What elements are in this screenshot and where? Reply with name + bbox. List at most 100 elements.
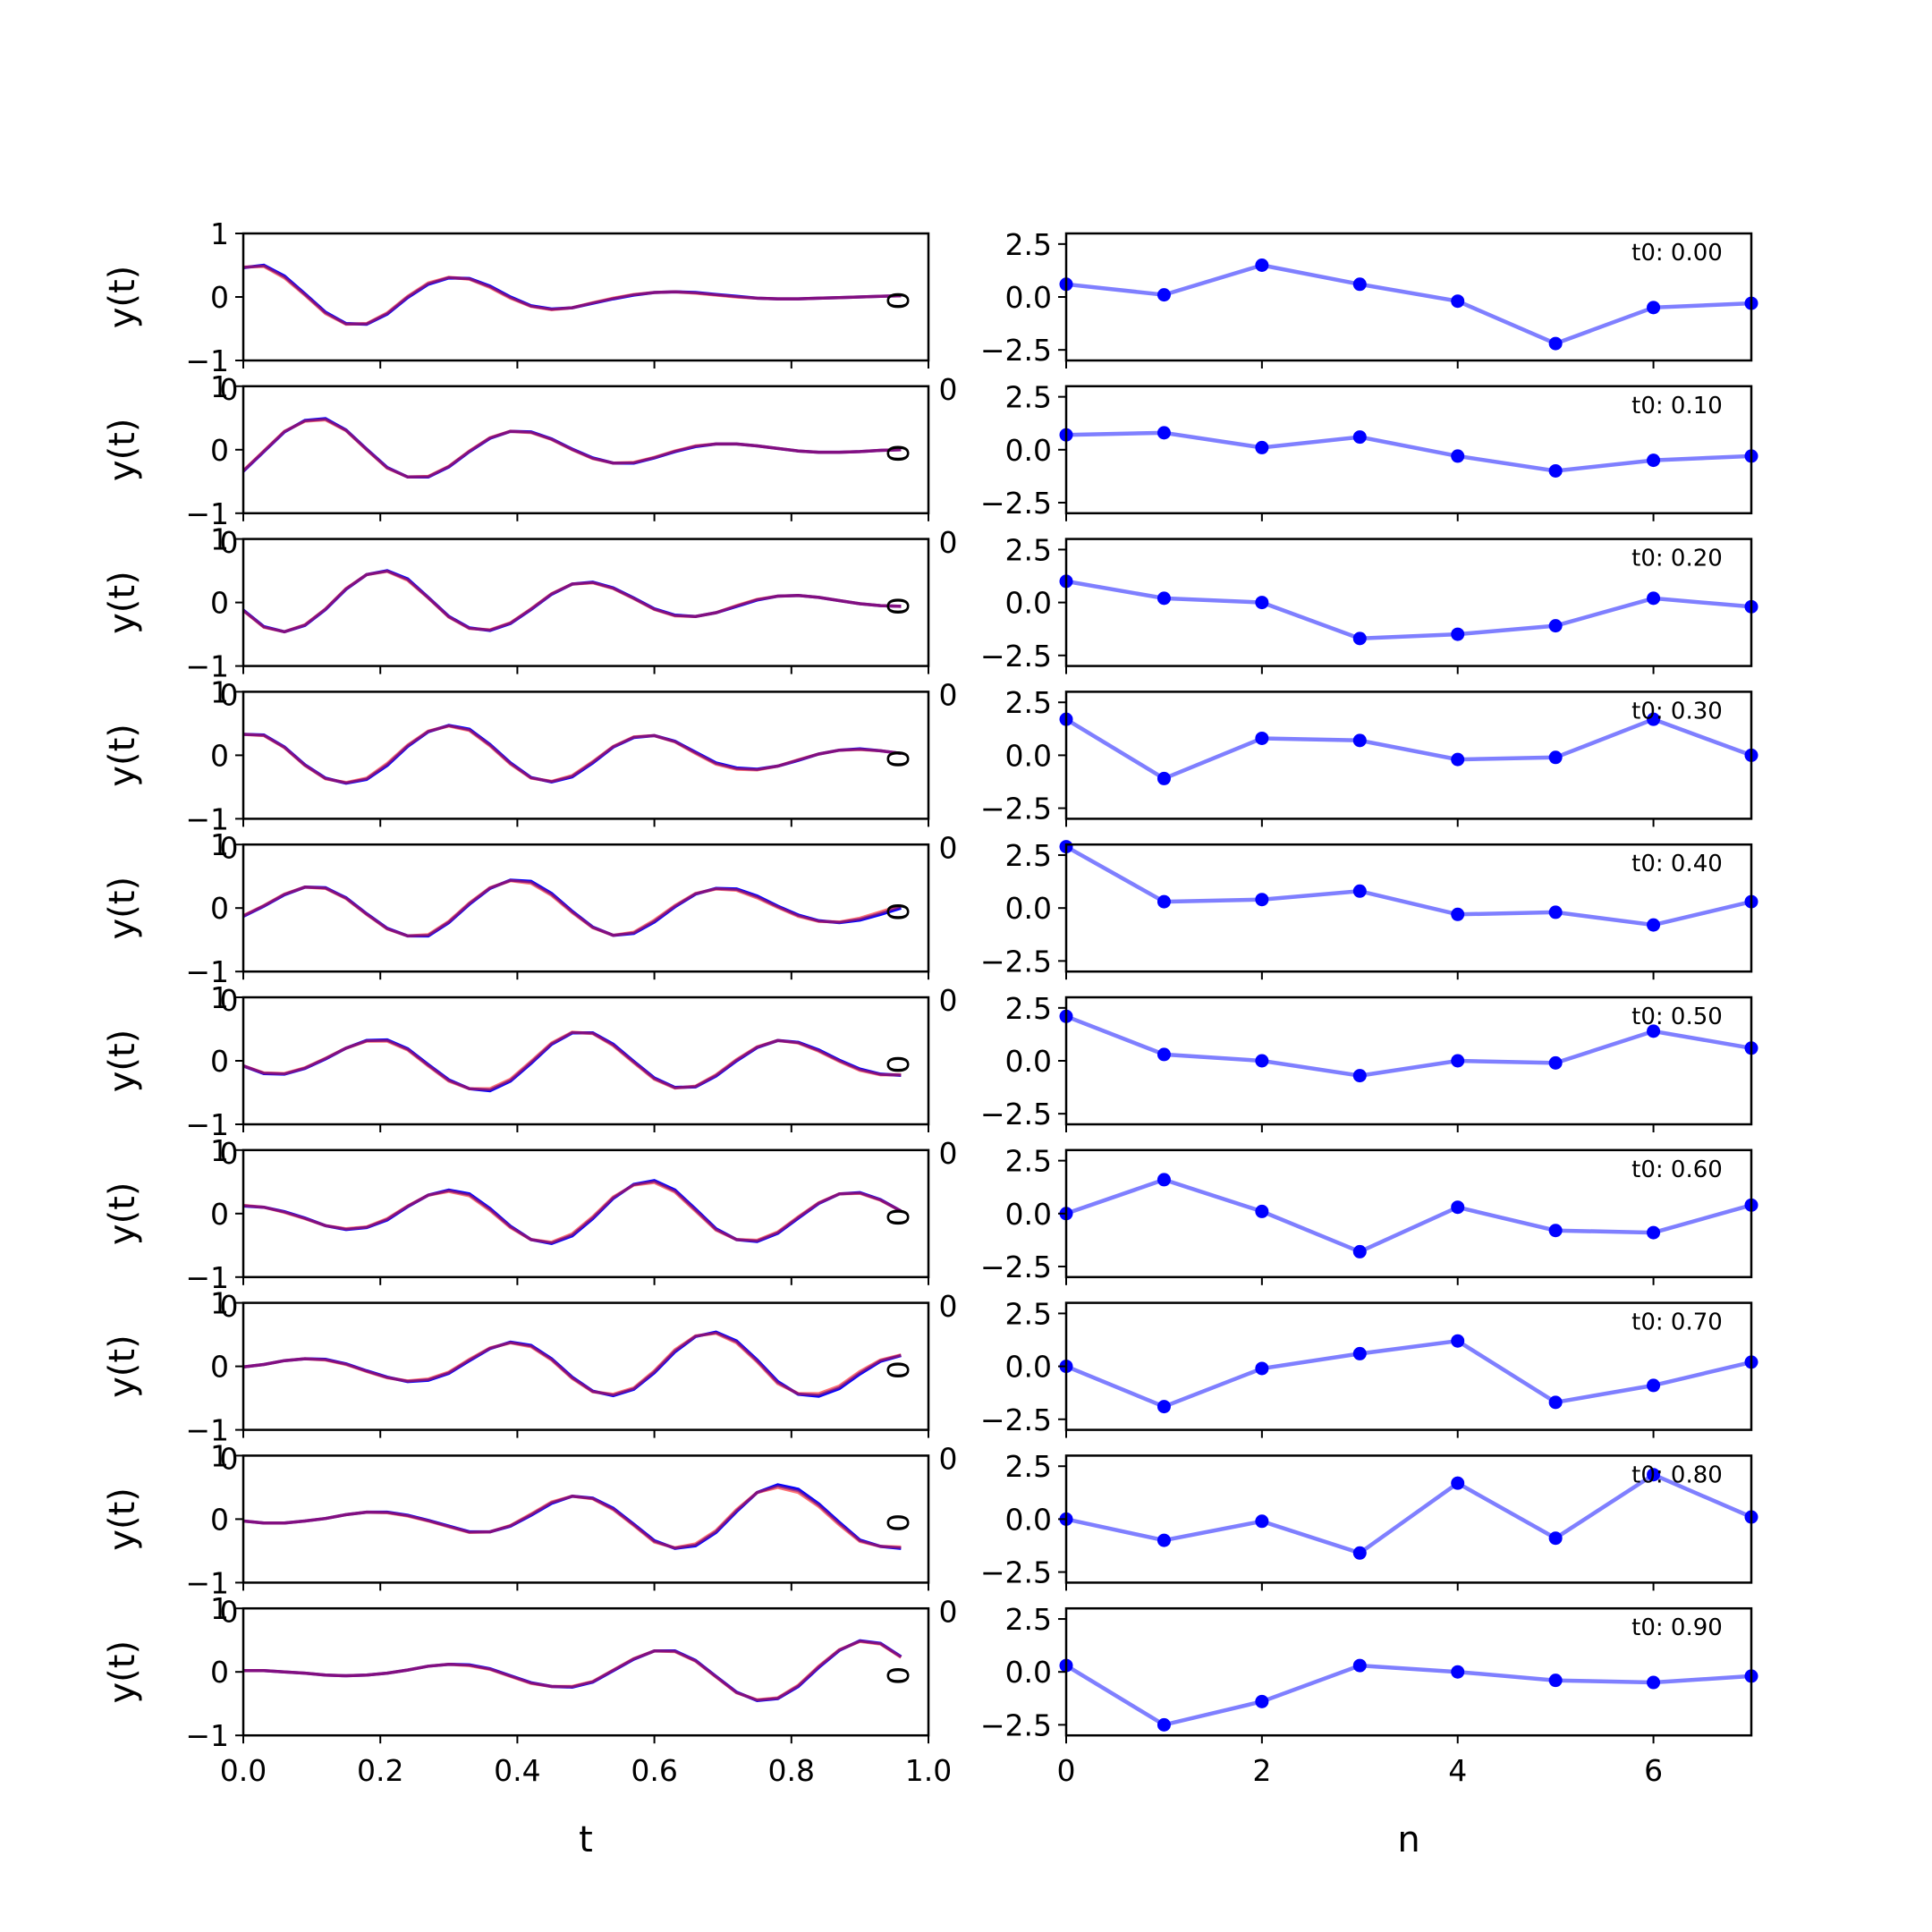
left-axes-frame <box>242 691 930 820</box>
right-panel-0 <box>1058 232 1758 369</box>
y-tick-label: −1 <box>185 1107 229 1142</box>
overlap-label: 0 <box>939 678 958 713</box>
series-a-line <box>243 263 902 326</box>
x-axis-label-right: n <box>1397 1819 1419 1860</box>
n-series-point <box>1157 426 1171 440</box>
x-tick-label: 0 <box>1057 1753 1076 1788</box>
left-axes-frame <box>242 385 930 515</box>
stray-label: 0 <box>881 1055 916 1074</box>
left-panel-9 <box>235 1606 930 1744</box>
left-panel-6 <box>235 1148 930 1285</box>
n-series-point <box>1548 750 1563 765</box>
y-tick-label: −2.5 <box>980 1402 1052 1437</box>
overlap-label: 0 <box>939 525 958 560</box>
n-series-point <box>1548 905 1563 919</box>
series-a-line <box>243 1031 902 1093</box>
overlap-label: 0 <box>939 830 958 865</box>
x-tick-label: 6 <box>1644 1753 1663 1788</box>
n-series-point <box>1157 1400 1171 1414</box>
n-series-point <box>1451 1334 1465 1348</box>
y-tick-label: 1 <box>210 674 229 709</box>
overlap-label: 0 <box>220 678 239 713</box>
y-tick-label: 0 <box>210 738 229 773</box>
y-tick-label: −2.5 <box>980 639 1052 674</box>
series-a-line <box>243 878 902 938</box>
n-series-point <box>1451 449 1465 463</box>
right-panel-2 <box>1058 538 1758 674</box>
n-series-point <box>1548 619 1563 633</box>
overlap-label: 0 <box>220 525 239 560</box>
y-tick-label: −1 <box>185 1565 229 1600</box>
left-panel-7 <box>235 1301 930 1438</box>
n-series-line <box>1065 579 1752 641</box>
n-series-line <box>1065 430 1752 473</box>
left-axes-frame <box>242 843 930 973</box>
y-tick-label: −2.5 <box>980 1097 1052 1131</box>
t0-annotation: t0: 0.30 <box>1631 698 1723 724</box>
x-tick-label: 0.6 <box>631 1753 677 1788</box>
n-series-point <box>1647 1675 1661 1690</box>
x-axis-label-left: t <box>579 1819 593 1860</box>
y-tick-label: 2.5 <box>1005 380 1052 415</box>
right-panel-3 <box>1058 691 1758 827</box>
n-series-point <box>1451 907 1465 921</box>
left-panel-4 <box>235 843 930 980</box>
t0-annotation: t0: 0.70 <box>1631 1309 1723 1336</box>
n-series-point <box>1255 731 1269 745</box>
y-axis-label: y(t) <box>102 1487 143 1551</box>
n-series-point <box>1451 1476 1465 1490</box>
y-tick-label: 0 <box>210 586 229 621</box>
left-axes-frame <box>242 1454 930 1584</box>
n-series-point <box>1451 752 1465 767</box>
y-tick-label: 0.0 <box>1005 586 1052 621</box>
series-overlap-line <box>243 878 902 937</box>
x-tick-label: 0.4 <box>494 1753 540 1788</box>
n-series-point <box>1647 301 1661 315</box>
n-series-point <box>1548 463 1563 478</box>
y-tick-label: 1 <box>210 522 229 557</box>
n-series-point <box>1157 771 1171 785</box>
series-overlap-line <box>243 1180 902 1245</box>
y-axis-label: y(t) <box>102 724 143 787</box>
stray-label: 0 <box>881 444 916 462</box>
right-panel-8 <box>1058 1454 1758 1591</box>
y-tick-label: 0 <box>210 891 229 926</box>
stray-label: 0 <box>881 597 916 615</box>
n-series-point <box>1157 1173 1171 1187</box>
y-tick-label: 0.0 <box>1005 280 1052 315</box>
y-tick-label: 2.5 <box>1005 532 1052 567</box>
right-panel-6 <box>1058 1148 1758 1285</box>
y-axis-label: y(t) <box>102 877 143 940</box>
overlap-label: 0 <box>939 1289 958 1324</box>
stray-label: 0 <box>881 1208 916 1226</box>
y-tick-label: 0 <box>210 280 229 315</box>
x-tick-label: 0.8 <box>768 1753 815 1788</box>
x-tick-label: 1.0 <box>905 1753 952 1788</box>
x-tick-label: 4 <box>1448 1753 1467 1788</box>
left-panel-5 <box>235 996 930 1132</box>
series-overlap-line <box>243 724 902 784</box>
y-tick-label: 2.5 <box>1005 1602 1052 1637</box>
y-tick-label: 2.5 <box>1005 1144 1052 1179</box>
n-series-point <box>1352 884 1367 898</box>
y-axis-label: y(t) <box>102 571 143 634</box>
n-series-point <box>1157 1717 1171 1732</box>
n-series-point <box>1255 1054 1269 1068</box>
left-axes-frame <box>242 1606 930 1737</box>
n-series-point <box>1647 1468 1661 1482</box>
y-tick-label: −2.5 <box>980 486 1052 521</box>
y-tick-label: 0.0 <box>1005 1350 1052 1385</box>
left-panel-1 <box>235 385 930 521</box>
y-tick-label: 0.0 <box>1005 738 1052 773</box>
y-tick-label: −1 <box>185 496 229 531</box>
n-series-point <box>1548 1674 1563 1688</box>
stray-label: 0 <box>881 1360 916 1379</box>
n-series-point <box>1352 1244 1367 1258</box>
y-axis-label: y(t) <box>102 1182 143 1246</box>
series-overlap-line <box>243 1640 902 1702</box>
n-series-point <box>1157 894 1171 909</box>
n-series-point <box>1255 440 1269 454</box>
right-panel-7 <box>1058 1301 1758 1438</box>
overlap-label: 0 <box>220 1289 239 1324</box>
series-b-line <box>243 724 902 784</box>
